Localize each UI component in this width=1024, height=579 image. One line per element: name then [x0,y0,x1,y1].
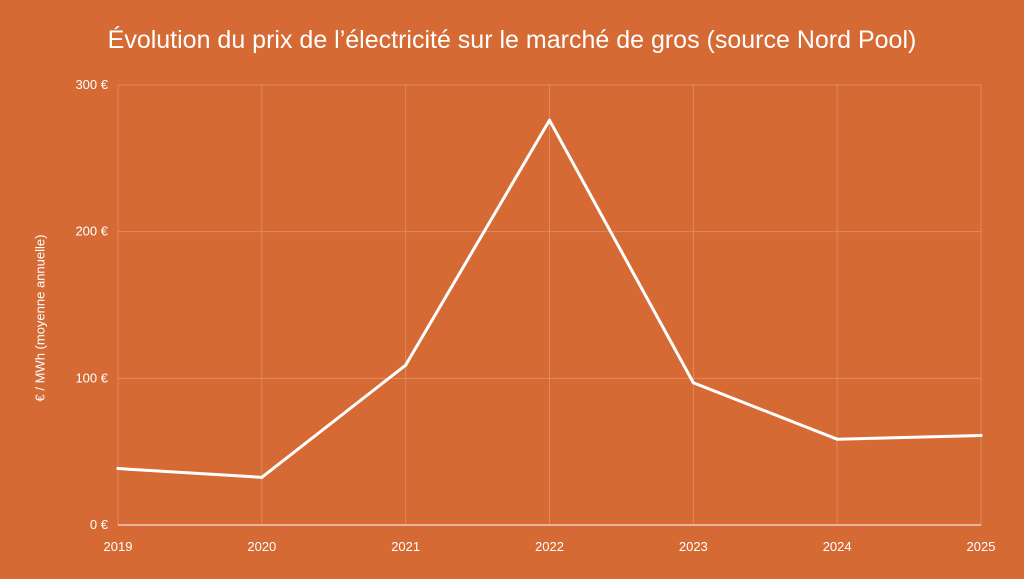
data-point [116,467,120,471]
x-tick-label: 2020 [247,539,276,554]
y-tick-label: 0 € [90,517,109,532]
data-point [548,118,551,122]
chart-title: Évolution du prix de l’électricité sur l… [107,26,917,54]
y-tick-label: 300 € [75,77,108,92]
x-tick-label: 2022 [535,539,564,554]
data-point [979,434,983,438]
data-point [835,437,839,441]
y-tick-label: 100 € [75,370,108,385]
x-tick-label: 2021 [391,539,420,554]
y-tick-label: 200 € [75,224,108,239]
x-tick-label: 2024 [823,539,852,554]
x-tick-label: 2019 [104,539,133,554]
data-point [691,381,695,385]
x-tick-label: 2023 [679,539,708,554]
data-point [260,475,264,479]
grid-lines [117,84,982,525]
axes: 0 € 100 € 200 € 300 € 2019 2020 2021 2022 2023 20… [75,77,995,554]
data-point [404,363,408,367]
x-tick-label: 2025 [967,539,996,554]
data-series [116,118,983,479]
